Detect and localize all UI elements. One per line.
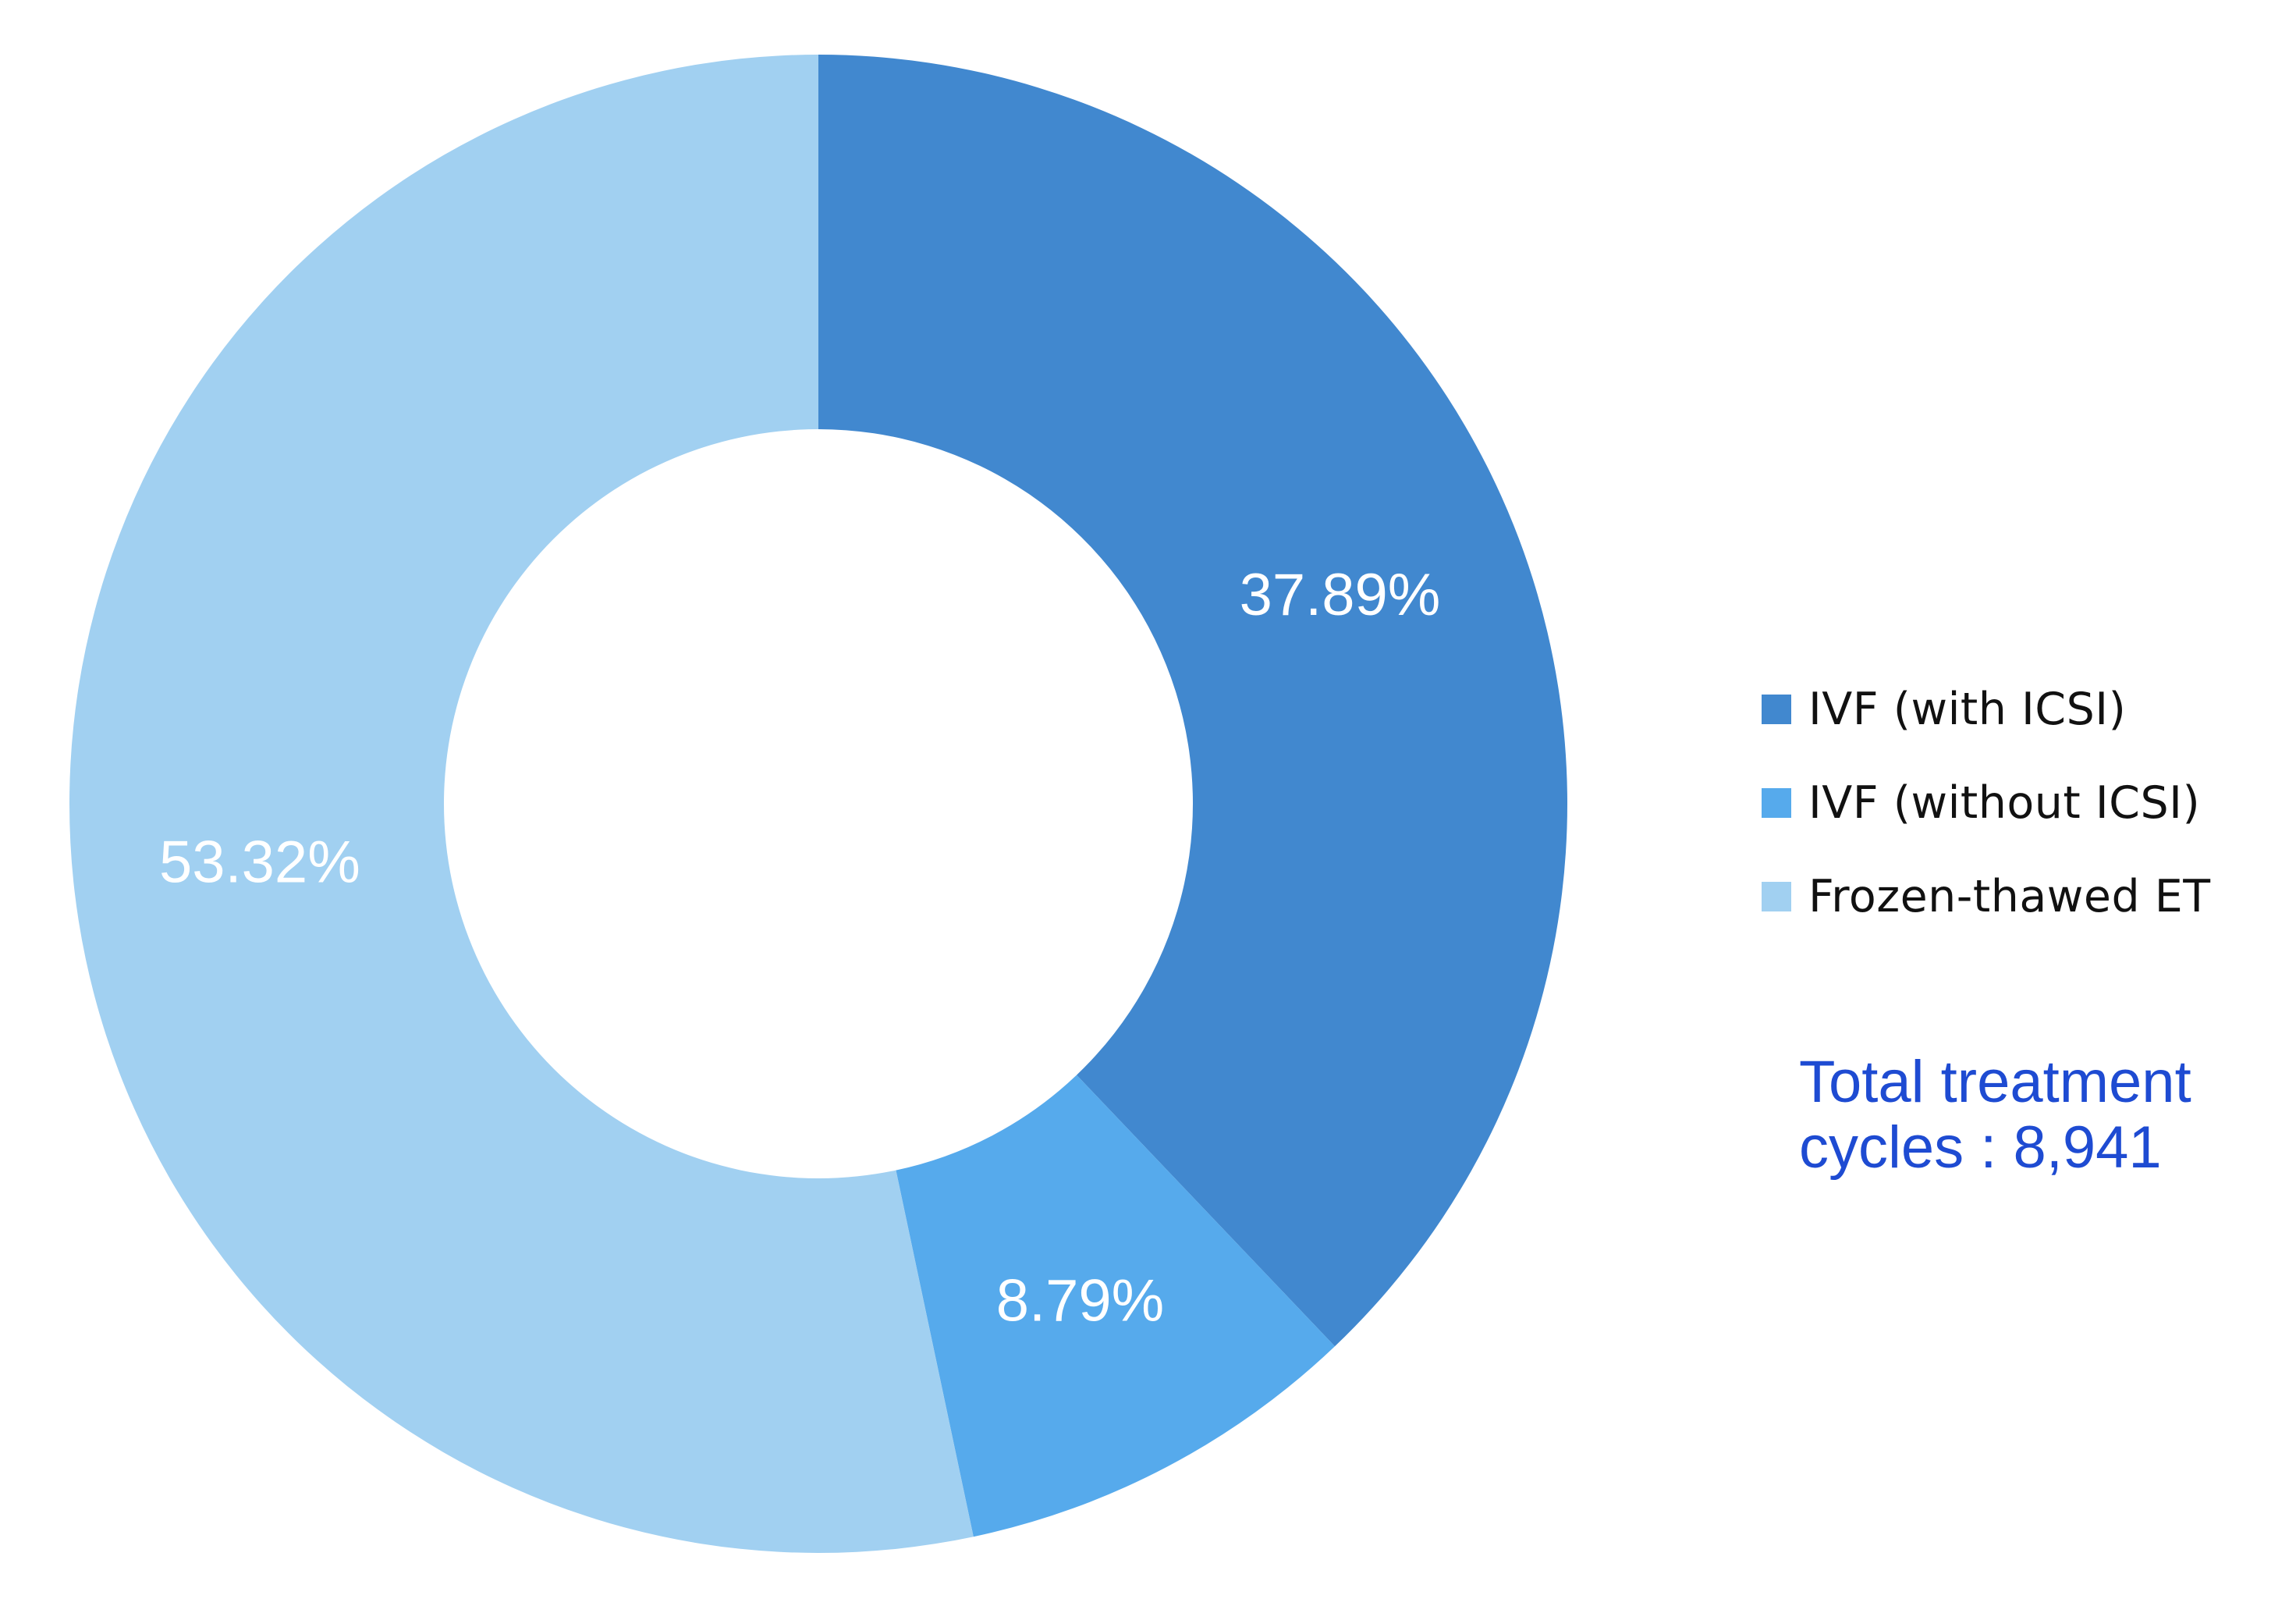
slice-ivf-without-icsi — [896, 1075, 1335, 1537]
legend-label-ivf-with-icsi: IVF (with ICSI) — [1808, 684, 2127, 735]
data-label-ivf-with-icsi: 37.89% — [1240, 562, 1441, 628]
slice-ivf-with-icsi — [818, 55, 1568, 1347]
legend-item-frozen-thawed-et: Frozen-thawed ET — [1762, 871, 2211, 922]
legend: IVF (with ICSI) IVF (without ICSI) Froze… — [1762, 684, 2211, 966]
legend-label-ivf-without-icsi: IVF (without ICSI) — [1808, 777, 2201, 829]
slice-frozen-thawed-et — [69, 55, 974, 1553]
legend-swatch-frozen-thawed-et — [1762, 882, 1791, 911]
data-label-frozen-thawed-et: 53.32% — [159, 829, 360, 895]
legend-swatch-ivf-without-icsi — [1762, 788, 1791, 818]
legend-item-ivf-without-icsi: IVF (without ICSI) — [1762, 777, 2211, 829]
legend-label-frozen-thawed-et: Frozen-thawed ET — [1808, 871, 2211, 922]
data-label-ivf-without-icsi: 8.79% — [996, 1268, 1165, 1334]
legend-swatch-ivf-with-icsi — [1762, 695, 1791, 724]
total-cycles-note: Total treatment cycles : 8,941 — [1799, 1049, 2191, 1181]
legend-item-ivf-with-icsi: IVF (with ICSI) — [1762, 684, 2211, 735]
